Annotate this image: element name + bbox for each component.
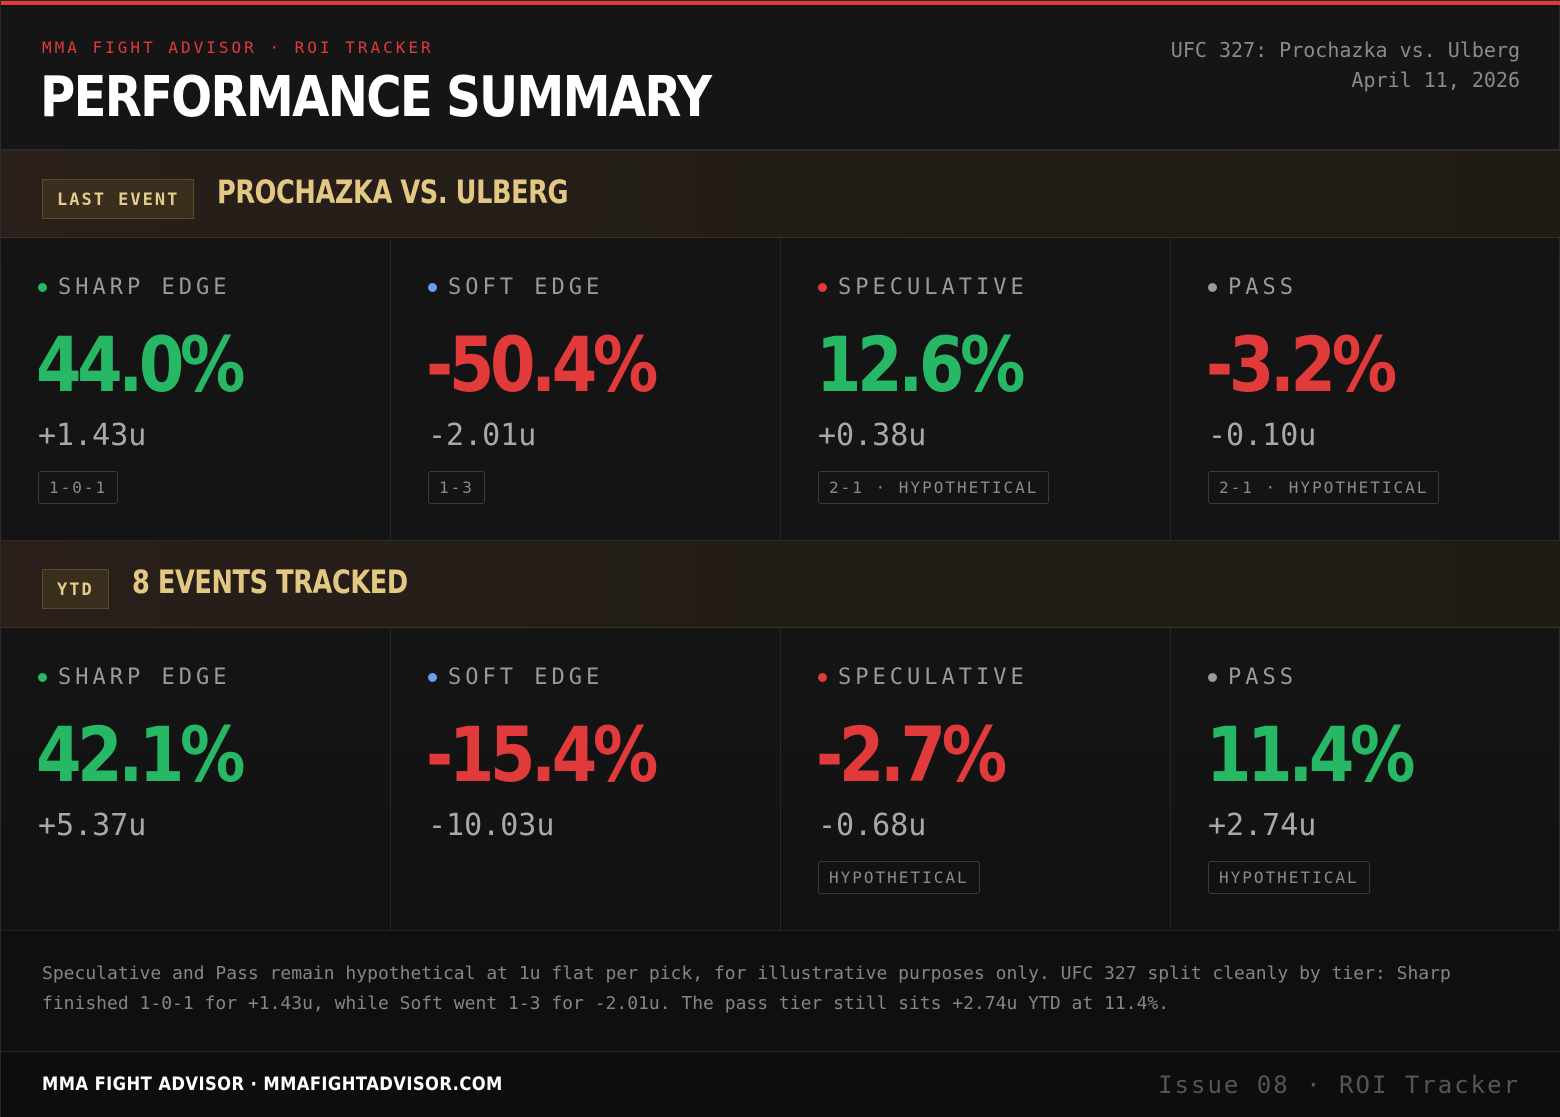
ytd-band: YTD 8 EVENTS TRACKED xyxy=(1,540,1560,628)
tier-dot-icon xyxy=(428,673,437,682)
tier-card: SPECULATIVE 12.6% +0.38u 2-1 · HYPOTHETI… xyxy=(781,238,1171,540)
tier-label: SPECULATIVE xyxy=(818,275,1028,300)
tier-label: SPECULATIVE xyxy=(818,665,1028,690)
note-text: Speculative and Pass remain hypothetical… xyxy=(42,963,1451,1014)
footer: MMA FIGHT ADVISOR · MMAFIGHTADVISOR.COM … xyxy=(1,1053,1560,1117)
footer-issue: Issue 08 · ROI Tracker xyxy=(1158,1071,1520,1099)
last-event-title: PROCHAZKA VS. ULBERG xyxy=(217,173,569,211)
roi-percent: 44.0% xyxy=(36,320,246,409)
tier-dot-icon xyxy=(1208,673,1217,682)
tier-dot-icon xyxy=(818,673,827,682)
tier-card: SPECULATIVE -2.7% -0.68u HYPOTHETICAL xyxy=(781,628,1171,930)
units: -0.10u xyxy=(1208,418,1317,453)
record-tag: HYPOTHETICAL xyxy=(1208,861,1370,894)
roi-percent: -15.4% xyxy=(426,710,658,799)
event-date: April 11, 2026 xyxy=(1351,68,1520,92)
tier-label: SHARP EDGE xyxy=(38,665,230,690)
record-tag: 2-1 · HYPOTHETICAL xyxy=(818,471,1050,504)
header: MMA FIGHT ADVISOR · ROI TRACKER PERFORMA… xyxy=(1,5,1560,150)
units: +2.74u xyxy=(1208,808,1317,843)
roi-percent: -3.2% xyxy=(1206,320,1397,409)
roi-percent: -2.7% xyxy=(816,710,1007,799)
record-tag: 2-1 · HYPOTHETICAL xyxy=(1208,471,1440,504)
ytd-badge: YTD xyxy=(42,569,109,609)
units: -10.03u xyxy=(428,808,555,843)
roi-percent: 42.1% xyxy=(36,710,246,799)
ytd-grid: SHARP EDGE 42.1% +5.37u SOFT EDGE -15.4%… xyxy=(1,628,1560,930)
event-name: UFC 327: Prochazka vs. Ulberg xyxy=(1170,38,1520,62)
page-title: PERFORMANCE SUMMARY xyxy=(40,65,712,130)
last-event-grid: SHARP EDGE 44.0% +1.43u 1-0-1 SOFT EDGE … xyxy=(1,238,1560,540)
footer-brand: MMA FIGHT ADVISOR · MMAFIGHTADVISOR.COM xyxy=(42,1073,503,1095)
units: +1.43u xyxy=(38,418,147,453)
tier-card: PASS 11.4% +2.74u HYPOTHETICAL xyxy=(1171,628,1560,930)
tier-label: SOFT EDGE xyxy=(428,665,603,690)
ytd-title: 8 EVENTS TRACKED xyxy=(132,563,408,601)
tier-label: PASS xyxy=(1208,665,1297,690)
tier-label: SOFT EDGE xyxy=(428,275,603,300)
accent-bar xyxy=(1,1,1560,5)
record-tag: 1-3 xyxy=(428,471,485,504)
tier-card: PASS -3.2% -0.10u 2-1 · HYPOTHETICAL xyxy=(1171,238,1560,540)
tier-label: SHARP EDGE xyxy=(38,275,230,300)
tier-dot-icon xyxy=(818,283,827,292)
roi-percent: 12.6% xyxy=(816,320,1026,409)
last-event-band: LAST EVENT PROCHAZKA VS. ULBERG xyxy=(1,150,1560,238)
tier-card: SHARP EDGE 44.0% +1.43u 1-0-1 xyxy=(1,238,391,540)
tier-dot-icon xyxy=(38,673,47,682)
tier-dot-icon xyxy=(428,283,437,292)
record-tag: 1-0-1 xyxy=(38,471,119,504)
units: -2.01u xyxy=(428,418,537,453)
tier-card: SOFT EDGE -50.4% -2.01u 1-3 xyxy=(391,238,781,540)
roi-percent: -50.4% xyxy=(426,320,658,409)
kicker: MMA FIGHT ADVISOR · ROI TRACKER xyxy=(42,38,434,57)
last-event-badge: LAST EVENT xyxy=(42,179,195,219)
disclaimer-note: Speculative and Pass remain hypothetical… xyxy=(1,930,1560,1052)
tier-dot-icon xyxy=(1208,283,1217,292)
units: -0.68u xyxy=(818,808,927,843)
tier-label: PASS xyxy=(1208,275,1297,300)
units: +5.37u xyxy=(38,808,147,843)
units: +0.38u xyxy=(818,418,927,453)
record-tag: HYPOTHETICAL xyxy=(818,861,980,894)
tier-dot-icon xyxy=(38,283,47,292)
tier-card: SOFT EDGE -15.4% -10.03u xyxy=(391,628,781,930)
roi-percent: 11.4% xyxy=(1206,710,1416,799)
tier-card: SHARP EDGE 42.1% +5.37u xyxy=(1,628,391,930)
